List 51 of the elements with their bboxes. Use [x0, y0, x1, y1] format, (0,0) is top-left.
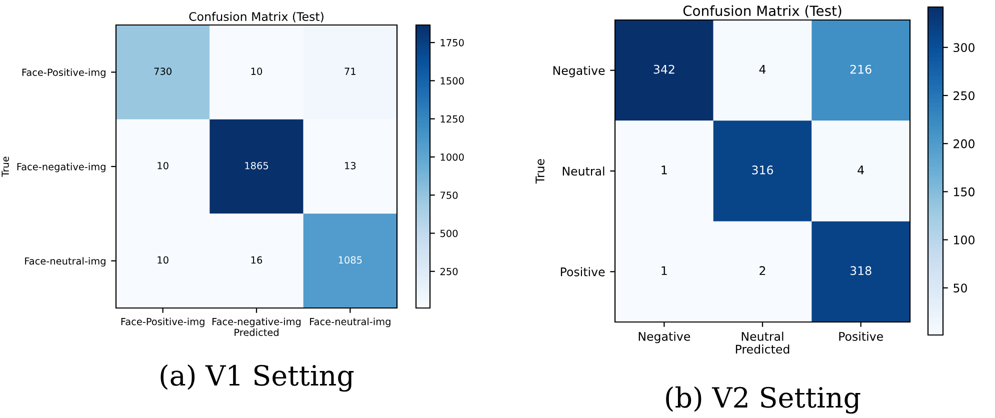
data-label: 10 — [251, 68, 262, 75]
color-bar-label: 200 — [954, 139, 974, 148]
y-tick-label: Face-neutral-img — [25, 257, 106, 267]
color-bar-label: 1250 — [440, 115, 464, 123]
x-axis-title: Predicted — [234, 328, 278, 336]
color-bar-label: 500 — [440, 230, 458, 238]
color-bar-label: 250 — [440, 268, 458, 276]
data-label: 318 — [850, 266, 872, 276]
color-bar-label: 300 — [954, 43, 974, 52]
data-label: 4 — [858, 166, 864, 174]
x-tick-label: Negative — [638, 332, 690, 344]
y-tick-label: Positive — [560, 267, 605, 276]
x-tick-label: Face-negative-img — [212, 318, 301, 328]
chart-title: Confusion Matrix (Test) — [189, 12, 324, 22]
color-bar-label: 100 — [954, 235, 974, 244]
data-label: 2 — [760, 266, 766, 275]
data-label: 4 — [759, 64, 766, 74]
y-axis-title: True — [2, 156, 9, 177]
chart-title: Confusion Matrix (Test) — [683, 5, 842, 18]
data-label: 1 — [662, 166, 667, 174]
text: (b) V2 Setting — [666, 386, 860, 414]
color-bar-label: 250 — [954, 91, 974, 100]
data-label: 71 — [344, 68, 356, 75]
text: (a) V1 Setting — [160, 364, 354, 392]
y-tick-label: Neutral — [562, 166, 604, 176]
x-axis-title: Predicted — [736, 344, 790, 354]
color-bar-label: 750 — [440, 192, 458, 199]
y-tick-label: Face-negative-img — [17, 162, 106, 172]
y-tick-label: Face-Positive-img — [22, 68, 106, 78]
y-axis-title: True — [536, 159, 544, 184]
data-label: 1085 — [338, 256, 362, 264]
data-label: 216 — [850, 64, 872, 74]
y-tick-label: Negative — [553, 66, 605, 78]
x-tick-label: Positive — [839, 332, 883, 341]
color-bar-label: 1000 — [440, 153, 464, 161]
data-label: 10 — [158, 162, 168, 170]
x-tick-label: Face-Positive-img — [121, 318, 204, 328]
data-label: 10 — [158, 256, 168, 264]
data-label: 13 — [345, 162, 356, 170]
color-bar-label: 50 — [954, 284, 967, 293]
x-tick-label: Face-neutral-img — [310, 318, 390, 328]
color-bar-label: 1500 — [440, 77, 464, 85]
data-label: 342 — [654, 64, 674, 74]
data-label: 730 — [154, 68, 172, 75]
data-label: 316 — [752, 165, 774, 174]
data-label: 1 — [662, 266, 667, 275]
data-label: 16 — [251, 256, 262, 264]
color-bar-label: 150 — [954, 187, 974, 196]
color-bar-label: 1750 — [440, 39, 464, 46]
data-label: 1865 — [245, 162, 268, 170]
x-tick-label: Neutral — [742, 332, 784, 341]
